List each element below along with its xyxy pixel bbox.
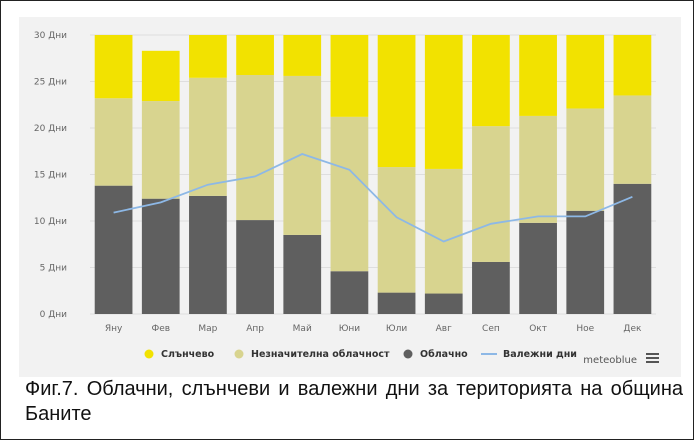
y-axis-ticks: 0 Дни 5 Дни 10 Дни 15 Дни 20 Дни 25 Дни 30 Дни — [34, 31, 67, 320]
y-tick-label: 5 Дни — [40, 264, 68, 274]
bar-segment — [519, 222, 557, 314]
bar-segment — [613, 183, 652, 314]
grid-lines — [90, 34, 656, 315]
bar-segment — [377, 35, 416, 168]
bar-segment — [141, 101, 180, 199]
x-tick-label: Фев — [151, 324, 170, 334]
legend-item[interactable]: Облачно — [403, 349, 469, 360]
brand-label: meteoblue — [583, 355, 637, 366]
bar-segment — [330, 271, 369, 314]
chart-panel: 0 Дни 5 Дни 10 Дни 15 Дни 20 Дни 25 Дни 30 Дни… — [19, 17, 681, 377]
x-tick-label: Юни — [339, 324, 361, 334]
bar-segment — [377, 167, 416, 293]
bar-segment — [424, 168, 463, 294]
legend-item[interactable]: Валежни дни — [481, 349, 577, 360]
bar-segment — [566, 35, 605, 109]
precip-line — [113, 153, 633, 243]
menu-icon[interactable] — [646, 353, 659, 363]
y-tick-label: 20 Дни — [34, 124, 67, 134]
bar-segment — [189, 35, 227, 78]
x-tick-label: Май — [293, 324, 312, 334]
bar-segment — [472, 126, 510, 262]
bar-segment — [424, 35, 463, 169]
x-tick-label: Окт — [529, 324, 547, 334]
bar-segment — [472, 261, 510, 314]
legend-label: Незначителна облачност — [251, 349, 390, 360]
figure-caption: Фиг.7. Облачни, слънчеви и валежни дни з… — [25, 378, 683, 425]
legend-marker — [403, 349, 413, 359]
legend-label: Валежни дни — [503, 349, 577, 360]
x-tick-label: Яну — [105, 324, 123, 334]
y-tick-label: 15 Дни — [34, 171, 67, 181]
bar-segment — [283, 35, 322, 76]
bar-segment — [519, 115, 557, 223]
bar-segment — [519, 35, 557, 116]
x-tick-label: Дек — [623, 324, 642, 334]
legend-item[interactable]: Слънчево — [144, 349, 215, 360]
stacked-bar-chart: 0 Дни 5 Дни 10 Дни 15 Дни 20 Дни 25 Дни 30 Дни… — [34, 31, 659, 366]
bar-segment — [236, 35, 274, 75]
bar-segment — [94, 98, 133, 186]
bar-segment — [236, 220, 274, 314]
bar-segment — [141, 198, 180, 314]
x-tick-label: Авг — [436, 324, 452, 334]
legend-marker — [144, 349, 154, 359]
x-axis-ticks: Яну Фев Мар Апр Май Юни Юли Авг Сеп Окт Ное Дек — [105, 324, 642, 334]
bar-segment — [472, 35, 510, 127]
y-tick-label: 30 Дни — [34, 31, 67, 41]
y-tick-label: 10 Дни — [34, 217, 67, 227]
brand-area: meteoblue — [583, 355, 637, 366]
bar-segment — [377, 292, 416, 314]
bar-segment — [236, 74, 274, 221]
legend-label: Слънчево — [161, 349, 215, 360]
bar-segment — [189, 195, 227, 314]
bar-segment — [94, 35, 133, 99]
bar-segment — [566, 210, 605, 314]
x-tick-label: Апр — [246, 324, 264, 334]
x-tick-label: Юли — [386, 324, 407, 334]
y-tick-label: 25 Дни — [34, 78, 67, 88]
bar-segment — [613, 35, 652, 96]
bar-segment — [613, 95, 652, 184]
legend[interactable]: Слънчево Незначителна облачност Облачно Вал… — [144, 349, 577, 360]
bar-segment — [283, 234, 322, 314]
y-tick-label: 0 Дни — [40, 310, 68, 320]
x-tick-label: Мар — [198, 324, 217, 334]
legend-label: Облачно — [420, 349, 468, 360]
bar-segment — [330, 35, 369, 117]
bar-segment — [141, 50, 180, 102]
x-tick-label: Сеп — [482, 324, 500, 334]
bars — [94, 35, 652, 314]
x-tick-label: Ное — [576, 324, 594, 334]
bar-segment — [189, 77, 227, 196]
bar-segment — [94, 185, 133, 314]
legend-item[interactable]: Незначителна облачност — [234, 349, 391, 360]
bar-segment — [283, 75, 322, 235]
bar-segment — [424, 293, 463, 314]
series-line — [113, 153, 633, 243]
bar-segment — [330, 116, 369, 272]
legend-marker — [234, 349, 244, 359]
bar-segment — [566, 108, 605, 211]
